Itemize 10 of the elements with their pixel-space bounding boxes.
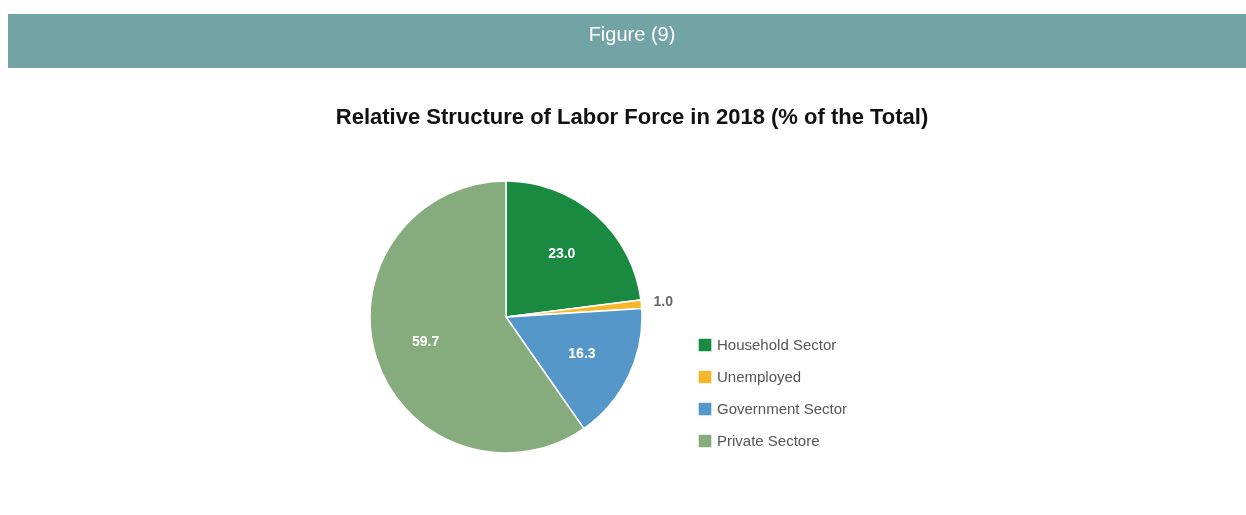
legend-label: Unemployed — [717, 368, 802, 385]
chart-subtitle: Relative Structure of Labor Force in 2018 (% of the Total) — [335, 104, 929, 129]
data-label: 23.0 — [548, 244, 576, 261]
data-label: 59.7 — [411, 333, 440, 350]
legend-label: Household Sector — [717, 336, 837, 353]
data-label: 1.0 — [653, 293, 674, 310]
chart-title: Figure (9) — [588, 23, 676, 45]
legend-label: Private Sectore — [717, 432, 820, 449]
legend-label: Government Sector — [717, 400, 848, 417]
data-label: 16.3 — [568, 344, 596, 361]
